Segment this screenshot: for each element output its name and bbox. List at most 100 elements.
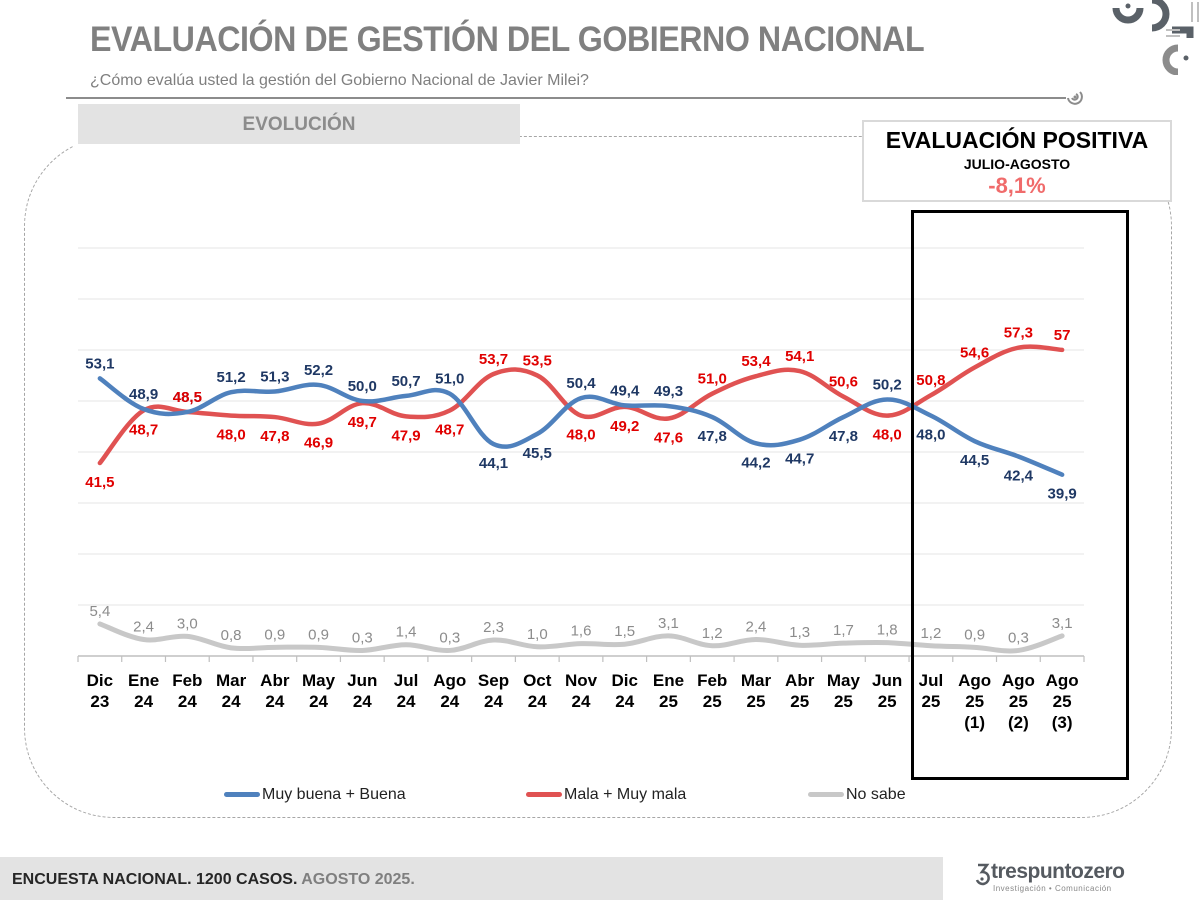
x-tick-label: 24 (178, 692, 197, 711)
legend-swatch (224, 792, 260, 798)
series-muy-buena-data-label: 50,2 (873, 377, 902, 394)
series-no-sabe-data-label: 3,1 (1052, 615, 1073, 632)
kpi-title: EVALUACIÓN POSITIVA (885, 127, 1149, 153)
legend-label: No sabe (846, 786, 906, 803)
x-tick-label: Jul (394, 671, 419, 690)
footer-text: ENCUESTA NACIONAL. 1200 CASOS. AGOSTO 20… (12, 871, 415, 889)
x-tick-label: Jun (872, 671, 902, 690)
x-tick-label: Ago (1046, 671, 1079, 690)
x-tick-label: 24 (353, 692, 372, 711)
series-no-sabe-data-label: 1,2 (702, 625, 723, 642)
series-muy-buena-data-label: 39,9 (1048, 486, 1077, 503)
series-muy-buena-data-label: 53,1 (85, 355, 114, 372)
series-muy-buena-data-label: 52,2 (304, 362, 333, 379)
footer-date: AGOSTO 2025. (297, 871, 415, 888)
series-no-sabe-data-label: 0,3 (1008, 629, 1029, 646)
x-tick-label: 23 (90, 692, 109, 711)
series-mala-data-label: 48,7 (435, 421, 464, 438)
series-muy-buena-data-label: 51,2 (216, 369, 245, 386)
x-tick-label: 25 (790, 692, 809, 711)
x-tick-label: 24 (528, 692, 547, 711)
highlight-box (911, 210, 1129, 780)
series-muy-buena-data-label: 45,5 (523, 445, 552, 462)
series-mala-data-label: 53,4 (741, 353, 771, 370)
series-no-sabe-data-label: 0,8 (221, 627, 242, 644)
series-no-sabe-data-label: 0,9 (308, 626, 329, 643)
x-tick-label: Dic (87, 671, 113, 690)
x-tick-label: 24 (572, 692, 591, 711)
x-tick-label: Ago (958, 671, 991, 690)
x-tick-label: May (302, 671, 336, 690)
x-tick-label: 25 (965, 692, 984, 711)
series-no-sabe-data-label: 0,3 (439, 629, 460, 646)
series-no-sabe-data-label: 2,3 (483, 619, 504, 636)
x-tick-label: (2) (1008, 713, 1029, 732)
kpi-card: EVALUACIÓN POSITIVA JULIO-AGOSTO -8,1% (862, 120, 1172, 202)
series-muy-buena-data-label: 47,8 (829, 428, 858, 445)
x-tick-label: 25 (1009, 692, 1028, 711)
series-mala-data-label: 49,7 (348, 414, 377, 431)
series-no-sabe-data-label: 1,6 (571, 623, 592, 640)
series-muy-buena-data-label: 50,0 (348, 378, 377, 395)
series-muy-buena-data-label: 50,7 (391, 373, 420, 390)
series-no-sabe-data-label: 1,8 (877, 622, 898, 639)
series-mala-data-label: 57 (1054, 327, 1071, 344)
series-muy-buena-data-label: 44,7 (785, 451, 814, 468)
series-no-sabe-data-label: 5,4 (89, 603, 110, 620)
x-tick-label: 24 (615, 692, 634, 711)
x-tick-label: 24 (222, 692, 241, 711)
x-tick-label: 24 (309, 692, 328, 711)
x-tick-label: Mar (741, 671, 772, 690)
series-muy-buena-data-label: 49,3 (654, 383, 683, 400)
brand-corner-logo-icon (1112, 0, 1199, 75)
series-mala-data-label: 41,5 (85, 474, 114, 491)
legend-swatch (808, 792, 844, 798)
series-no-sabe-data-label: 3,1 (658, 615, 679, 632)
series-mala-data-label: 47,6 (654, 430, 683, 447)
x-tick-label: (1) (964, 713, 985, 732)
series-muy-buena-data-label: 51,0 (435, 371, 464, 388)
series-no-sabe-data-label: 1,3 (789, 624, 810, 641)
series-no-sabe-data-label: 1,0 (527, 626, 548, 643)
series-muy-buena-data-label: 50,4 (566, 375, 596, 392)
series-no-sabe-data-label: 0,9 (264, 626, 285, 643)
series-muy-buena-data-label: 47,8 (698, 428, 727, 445)
x-tick-label: Ene (653, 671, 684, 690)
series-mala-data-label: 53,7 (479, 351, 508, 368)
x-tick-label: Jul (919, 671, 944, 690)
series-mala-data-label: 51,0 (698, 371, 727, 388)
brand-name: trespuntozero (991, 860, 1125, 883)
series-muy-buena-data-label: 48,9 (129, 386, 158, 403)
series-muy-buena-data-label: 48,0 (916, 427, 945, 444)
x-tick-label: 24 (397, 692, 416, 711)
kpi-period: JULIO-AGOSTO (963, 156, 1071, 172)
series-no-sabe-data-label: 1,4 (396, 624, 417, 641)
x-tick-label: May (827, 671, 861, 690)
series-mala-data-label: 50,8 (916, 372, 945, 389)
x-tick-label: Ago (433, 671, 466, 690)
series-mala-data-label: 48,0 (566, 427, 595, 444)
x-tick-label: Dic (612, 671, 638, 690)
series-mala-data-label: 48,0 (216, 427, 245, 444)
section-header: EVOLUCIÓN (78, 104, 520, 144)
series-no-sabe-data-label: 3,0 (177, 615, 198, 632)
x-tick-label: Nov (565, 671, 598, 690)
series-muy-buena-data-label: 51,3 (260, 369, 289, 386)
series-mala-data-label: 48,5 (173, 389, 202, 406)
x-tick-label: Abr (260, 671, 290, 690)
series-mala-data-label: 47,9 (391, 427, 420, 444)
x-tick-label: 25 (703, 692, 722, 711)
series-muy-buena-data-label: 42,4 (1004, 467, 1034, 484)
brand-mark-icon (975, 863, 990, 886)
x-tick-label: 24 (484, 692, 503, 711)
series-mala-data-label: 48,0 (873, 427, 902, 444)
x-tick-label: 25 (659, 692, 678, 711)
brand-tagline: Investigación • Comunicación (993, 884, 1112, 893)
survey-question: ¿Cómo evalúa usted la gestión del Gobier… (90, 72, 589, 89)
legend-item-muy-buena: Muy buena + Buena (224, 786, 406, 806)
legend-label: Muy buena + Buena (262, 786, 406, 803)
x-tick-label: 25 (878, 692, 897, 711)
brand-logo: trespuntozero Investigación • Comunicaci… (975, 860, 1135, 896)
series-no-sabe-data-label: 0,3 (352, 629, 373, 646)
legend-item-mala: Mala + Muy mala (526, 786, 686, 806)
